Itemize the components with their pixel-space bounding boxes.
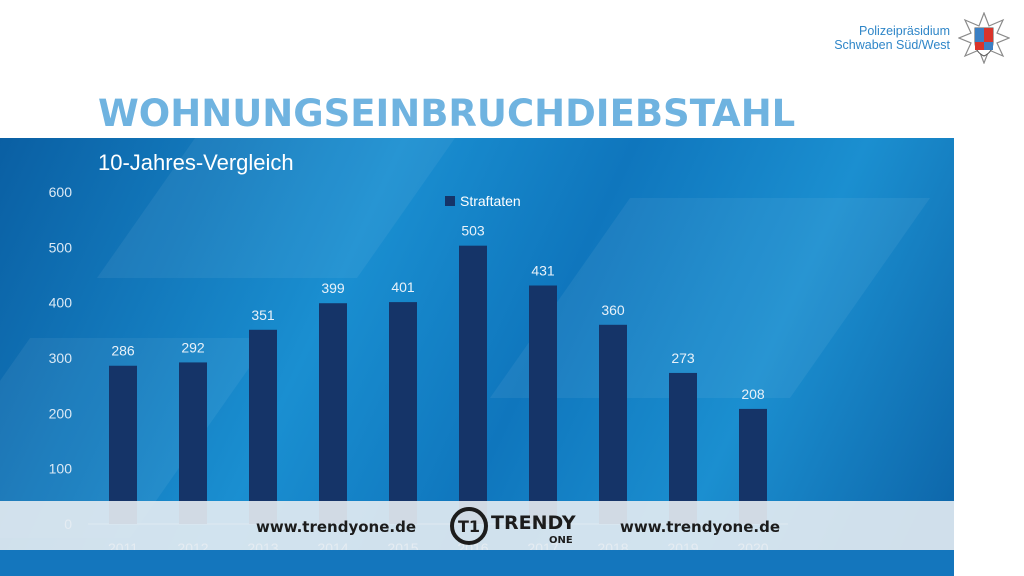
logo-word-text: TRENDY [491, 512, 576, 534]
watermark-url-left: www.trendyone.de [256, 518, 417, 536]
bar [249, 329, 277, 524]
y-tick-label: 100 [49, 461, 73, 477]
bar [459, 245, 487, 524]
legend-swatch [445, 196, 455, 206]
trendyone-logo-icon: T1 TRENDY ONE [450, 507, 576, 546]
bar [109, 365, 137, 524]
bar [599, 324, 627, 524]
watermark-url-right: www.trendyone.de [620, 518, 781, 536]
bar [529, 285, 557, 524]
logo-sub-text: ONE [549, 535, 573, 546]
legend-label: Straftaten [460, 193, 521, 209]
police-star-badge-icon [958, 12, 1010, 64]
bar-value-label: 286 [111, 343, 135, 359]
bar-value-label: 503 [461, 223, 485, 239]
bar-value-label: 292 [181, 339, 205, 355]
bar-value-label: 399 [321, 280, 345, 296]
y-tick-label: 500 [49, 239, 73, 255]
bar-value-label: 273 [671, 350, 695, 366]
footer-band [0, 550, 954, 576]
bar [179, 362, 207, 524]
y-tick-label: 600 [49, 184, 73, 200]
bar [389, 302, 417, 524]
organization-line-1: Polizeipräsidium [858, 24, 950, 38]
y-tick-label: 200 [49, 405, 73, 421]
bar [669, 372, 697, 524]
bar-value-label: 351 [251, 307, 275, 323]
y-tick-label: 400 [49, 295, 73, 311]
organization-line-2: Schwaben Süd/West [834, 38, 950, 52]
page-subtitle: 10-Jahres-Vergleich [98, 150, 294, 175]
bar [319, 303, 347, 524]
bar-value-label: 360 [601, 302, 625, 318]
organization-name: Polizeipräsidium Schwaben Süd/West [834, 24, 950, 52]
page-title: WOHNUNGSEINBRUCHDIEBSTAHL [98, 92, 796, 135]
bar-value-label: 208 [741, 386, 765, 402]
y-tick-label: 300 [49, 350, 73, 366]
bar-value-label: 431 [531, 263, 555, 279]
bar-value-label: 401 [391, 279, 415, 295]
logo-mark-text: T1 [458, 517, 480, 536]
